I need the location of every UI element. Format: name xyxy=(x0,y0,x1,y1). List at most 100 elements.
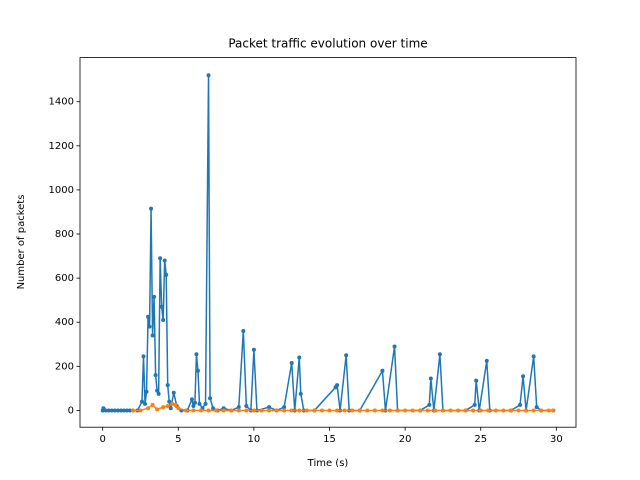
point xyxy=(524,408,529,413)
point xyxy=(146,314,151,319)
point xyxy=(425,408,430,413)
point xyxy=(236,408,241,413)
point xyxy=(162,258,167,263)
point xyxy=(140,399,144,404)
point xyxy=(484,358,489,363)
point xyxy=(165,404,170,409)
point xyxy=(274,408,279,413)
point xyxy=(327,408,332,413)
point xyxy=(176,406,181,411)
point xyxy=(214,408,219,413)
y-tick-label: 1000 xyxy=(49,185,74,196)
point xyxy=(433,408,438,413)
point xyxy=(161,318,166,323)
point xyxy=(109,408,114,413)
point xyxy=(130,408,135,413)
x-tick-label: 0 xyxy=(99,434,105,445)
point xyxy=(486,408,491,413)
point xyxy=(471,408,476,413)
point xyxy=(312,408,317,413)
point xyxy=(164,272,169,277)
point xyxy=(344,353,349,358)
point xyxy=(158,256,163,261)
x-tick-label: 15 xyxy=(323,434,336,445)
x-tick-label: 5 xyxy=(175,434,181,445)
point xyxy=(392,344,397,349)
point xyxy=(155,388,160,393)
point xyxy=(427,402,432,407)
point xyxy=(147,324,152,329)
point xyxy=(236,405,241,410)
point xyxy=(165,383,170,388)
point xyxy=(115,408,120,413)
point xyxy=(229,408,234,413)
point xyxy=(191,404,196,409)
point xyxy=(118,408,123,413)
plot-frame xyxy=(79,57,577,428)
point xyxy=(121,408,126,413)
point xyxy=(127,408,132,413)
point xyxy=(298,391,303,396)
point xyxy=(167,399,172,404)
point xyxy=(153,373,158,378)
point xyxy=(380,408,385,413)
point xyxy=(418,408,423,413)
point xyxy=(159,304,164,309)
point xyxy=(155,407,160,412)
point xyxy=(206,73,211,78)
point xyxy=(267,405,272,410)
point xyxy=(395,408,400,413)
point xyxy=(251,347,256,352)
y-tick-label: 400 xyxy=(55,317,74,328)
point xyxy=(410,408,415,413)
point xyxy=(267,408,272,413)
point xyxy=(208,396,213,401)
point xyxy=(440,408,445,413)
y-tick-label: 1200 xyxy=(49,141,74,152)
point xyxy=(211,406,216,411)
point xyxy=(168,406,173,411)
point xyxy=(150,333,155,338)
point xyxy=(335,383,340,388)
point xyxy=(474,378,479,383)
point xyxy=(221,408,226,413)
point xyxy=(388,408,392,413)
point xyxy=(539,408,544,413)
point xyxy=(138,408,143,413)
point xyxy=(251,408,256,413)
point xyxy=(501,408,506,413)
point xyxy=(170,401,175,406)
point xyxy=(518,402,523,407)
point xyxy=(493,408,498,413)
point xyxy=(335,408,340,413)
point xyxy=(428,376,433,381)
x-tick-label: 20 xyxy=(399,434,412,445)
point xyxy=(203,401,208,406)
point xyxy=(365,408,370,413)
point xyxy=(171,390,176,395)
x-tick-label: 30 xyxy=(550,434,563,445)
point xyxy=(197,401,202,406)
point xyxy=(456,408,461,413)
point xyxy=(380,368,385,373)
point xyxy=(106,408,111,413)
point xyxy=(259,408,264,413)
point xyxy=(297,355,302,360)
point xyxy=(546,408,551,413)
y-tick-label: 0 xyxy=(68,405,74,416)
point xyxy=(508,408,513,413)
point xyxy=(319,408,324,413)
point xyxy=(189,397,194,402)
point xyxy=(124,408,129,413)
point xyxy=(150,402,155,407)
x-tick-label: 25 xyxy=(474,434,487,445)
point xyxy=(448,408,453,413)
point xyxy=(191,408,196,413)
point xyxy=(282,405,287,410)
point xyxy=(241,329,246,334)
point xyxy=(437,352,442,357)
y-tick-label: 800 xyxy=(55,229,74,240)
point xyxy=(531,354,536,359)
